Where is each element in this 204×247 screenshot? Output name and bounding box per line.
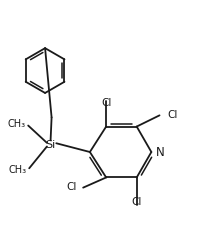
Text: Cl: Cl xyxy=(101,98,111,108)
Text: Cl: Cl xyxy=(66,182,77,192)
Text: N: N xyxy=(155,145,164,159)
Text: Si: Si xyxy=(45,140,55,150)
Text: CH₃: CH₃ xyxy=(7,119,25,129)
Text: CH₃: CH₃ xyxy=(9,165,27,175)
Text: Cl: Cl xyxy=(131,197,141,206)
Text: Cl: Cl xyxy=(167,110,177,120)
